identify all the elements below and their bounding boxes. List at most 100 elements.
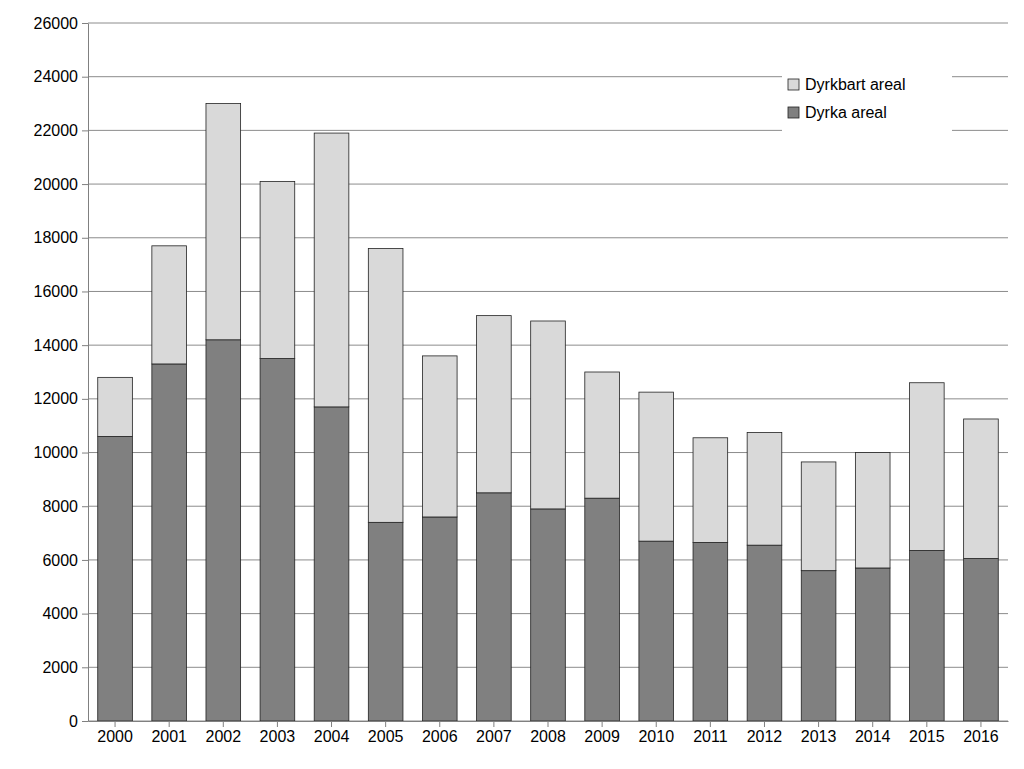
tick: 0 (69, 713, 88, 730)
tick-label: 2012 (747, 728, 783, 745)
tick-label: 2002 (205, 728, 241, 745)
tick-mark (602, 721, 603, 727)
tick: 20000 (34, 176, 89, 193)
axis-line (88, 24, 89, 722)
tick: 14000 (34, 337, 89, 354)
bar (639, 392, 674, 541)
tick-label: 2013 (801, 728, 837, 745)
tick-mark (82, 184, 88, 185)
tick: 2016 (963, 721, 999, 745)
tick-mark (115, 721, 116, 727)
bar (422, 356, 457, 517)
tick-mark (926, 721, 927, 727)
bar (368, 249, 403, 523)
bar (314, 133, 349, 407)
tick: 4000 (42, 605, 88, 622)
tick-mark (710, 721, 711, 727)
tick-label: 16000 (34, 283, 79, 300)
legend: Dyrkbart arealDyrka areal (782, 69, 952, 133)
tick-mark (548, 721, 549, 727)
tick-label: 2005 (368, 728, 404, 745)
tick: 6000 (42, 552, 88, 569)
bar (477, 316, 512, 493)
plot-area: 0 2000 4000 6000 8000 10000 12000 14000 16000 180… (34, 15, 1009, 746)
tick: 26000 (34, 15, 89, 32)
x-axis: 2000200120022003200420052006200720082009… (89, 721, 1009, 745)
tick: 2003 (260, 721, 296, 745)
tick: 2004 (314, 721, 350, 745)
tick-mark (656, 721, 657, 727)
tick-mark (764, 721, 765, 727)
tick-mark (82, 667, 88, 668)
tick-label: 2007 (476, 728, 512, 745)
bar (98, 436, 133, 721)
tick: 2009 (584, 721, 620, 745)
tick-mark (980, 721, 981, 727)
bar (964, 559, 999, 721)
bar (531, 509, 566, 721)
bar-series (98, 104, 999, 571)
tick: 2008 (530, 721, 566, 745)
bar (477, 493, 512, 721)
tick: 10000 (34, 444, 89, 461)
tick-label: 26000 (34, 15, 79, 32)
bar (747, 432, 782, 545)
bar (855, 453, 890, 568)
tick-label: 6000 (42, 552, 78, 569)
tick-mark (82, 506, 88, 507)
bar (206, 340, 241, 721)
tick-label: 2000 (42, 659, 78, 676)
tick-label: 12000 (34, 390, 79, 407)
bar (314, 407, 349, 721)
bar (152, 246, 187, 364)
tick-mark (223, 721, 224, 727)
tick-mark (82, 130, 88, 131)
bar (855, 568, 890, 721)
bar (206, 104, 241, 340)
bar (152, 364, 187, 721)
tick: 2015 (909, 721, 945, 745)
bar (531, 321, 566, 509)
bar (801, 462, 836, 571)
tick-label: 2003 (260, 728, 296, 745)
bar (801, 571, 836, 721)
tick-label: 2004 (314, 728, 350, 745)
tick-label: 0 (69, 713, 78, 730)
legend-swatch (788, 79, 799, 90)
tick-label: 20000 (34, 176, 79, 193)
y-axis: 0 2000 4000 6000 8000 10000 12000 14000 16000 180… (34, 15, 89, 730)
bar (585, 498, 620, 721)
tick-label: 2001 (151, 728, 187, 745)
tick-label: 2011 (693, 728, 728, 745)
legend-background (782, 69, 952, 133)
tick: 2001 (151, 721, 187, 745)
tick-label: 22000 (34, 122, 79, 139)
tick-mark (82, 614, 88, 615)
bar (693, 542, 728, 721)
tick-mark (277, 721, 278, 727)
bar (98, 377, 133, 436)
tick: 2000 (97, 721, 133, 745)
tick: 2007 (476, 721, 512, 745)
tick-mark (82, 560, 88, 561)
tick-mark (818, 721, 819, 727)
bar (964, 419, 999, 559)
tick: 22000 (34, 122, 89, 139)
tick-label: 8000 (42, 498, 78, 515)
tick: 8000 (42, 498, 88, 515)
bar (747, 545, 782, 721)
bar (422, 517, 457, 721)
tick-label: 18000 (34, 229, 79, 246)
tick: 2002 (205, 721, 241, 745)
tick: 18000 (34, 229, 89, 246)
bar (368, 522, 403, 721)
tick-mark (82, 238, 88, 239)
tick-mark (82, 23, 88, 24)
legend-label: Dyrkbart areal (805, 76, 905, 93)
tick-label: 2008 (530, 728, 566, 745)
tick: 16000 (34, 283, 89, 300)
bars (98, 104, 999, 721)
tick-label: 2009 (584, 728, 620, 745)
tick-label: 24000 (34, 68, 79, 85)
tick-mark (385, 721, 386, 727)
